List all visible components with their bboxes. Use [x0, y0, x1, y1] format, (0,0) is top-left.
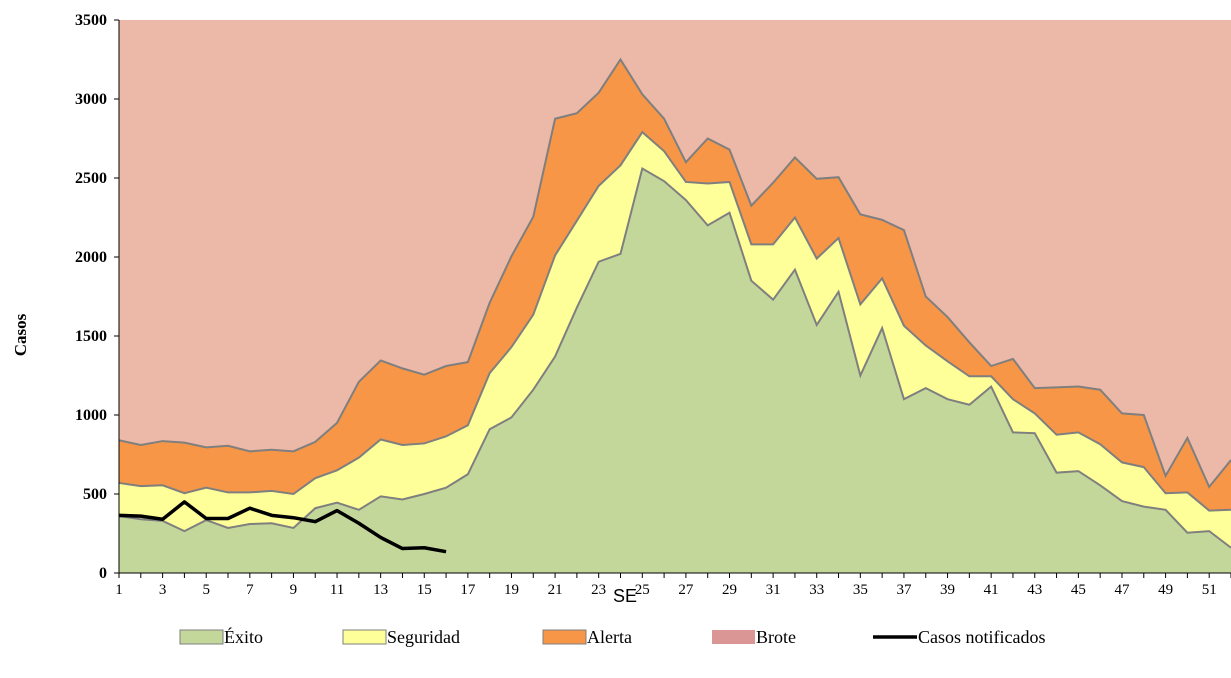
legend-swatch-exito [179, 629, 224, 645]
series-casos-notificados-line [118, 500, 447, 554]
x-tick-label: 39 [940, 582, 955, 598]
y-tick-label: 2500 [75, 170, 107, 187]
x-tick-label: 15 [417, 582, 432, 598]
x-tick-label: 25 [635, 582, 650, 598]
x-tick-label: 21 [548, 582, 563, 598]
x-axis-title: SE [613, 586, 637, 606]
x-tick-label: 7 [246, 582, 254, 598]
x-tick-label: 35 [853, 582, 868, 598]
y-tick-label: 0 [99, 565, 107, 582]
legend-swatch-alerta [542, 629, 587, 645]
x-tick-label: 23 [591, 582, 606, 598]
x-tick-label: 11 [330, 582, 344, 598]
x-tick-label: 49 [1158, 582, 1173, 598]
x-tick-label: 9 [290, 582, 298, 598]
x-tick-label: 43 [1027, 582, 1042, 598]
y-axis-title: Casos [11, 313, 30, 356]
x-tick-label: 41 [984, 582, 999, 598]
legend-swatch-seguridad [342, 629, 387, 645]
y-tick-label: 3000 [75, 91, 107, 108]
x-tick-label: 37 [896, 582, 912, 598]
legend: Éxito Seguridad Alerta Brote Casos notificad… [179, 626, 1046, 647]
legend-label-alerta: Alerta [587, 627, 632, 647]
y-tick-label: 1000 [75, 407, 107, 424]
x-tick-label: 45 [1071, 582, 1086, 598]
legend-label-casos-notificados: Casos notificados [918, 627, 1046, 647]
y-tick-label: 2000 [75, 249, 107, 266]
y-tick-label: 3500 [75, 12, 107, 29]
legend-label-brote: Brote [756, 627, 796, 647]
series-exito-area [119, 168, 1231, 573]
legend-label-seguridad: Seguridad [387, 627, 460, 647]
x-tick-label: 31 [766, 582, 781, 598]
plot-area [118, 20, 1231, 573]
x-tick-label: 47 [1114, 582, 1130, 598]
y-tick-label: 500 [83, 486, 107, 503]
series-seguridad-outline [118, 130, 1231, 512]
x-tick-label: 3 [159, 582, 167, 598]
x-tick-label: 51 [1202, 582, 1217, 598]
x-axis: 1 3 5 7 9 11 13 15 17 19 21 23 25 27 29 31 33 35 37 39 41 43 4… [115, 572, 1231, 598]
legend-label-exito: Éxito [224, 626, 263, 647]
x-tick-label: 13 [373, 582, 388, 598]
x-tick-label: 33 [809, 582, 824, 598]
y-axis: 0 500 1000 1500 2000 2500 3000 3500 [75, 12, 120, 582]
x-tick-label: 19 [504, 582, 519, 598]
x-tick-label: 27 [678, 582, 694, 598]
x-tick-label: 1 [115, 582, 123, 598]
x-tick-label: 29 [722, 582, 737, 598]
x-tick-label: 17 [460, 582, 476, 598]
legend-swatch-brote [712, 630, 755, 644]
y-tick-label: 1500 [75, 328, 107, 345]
series-alerta-outline [118, 57, 1231, 489]
x-tick-label: 5 [202, 582, 210, 598]
